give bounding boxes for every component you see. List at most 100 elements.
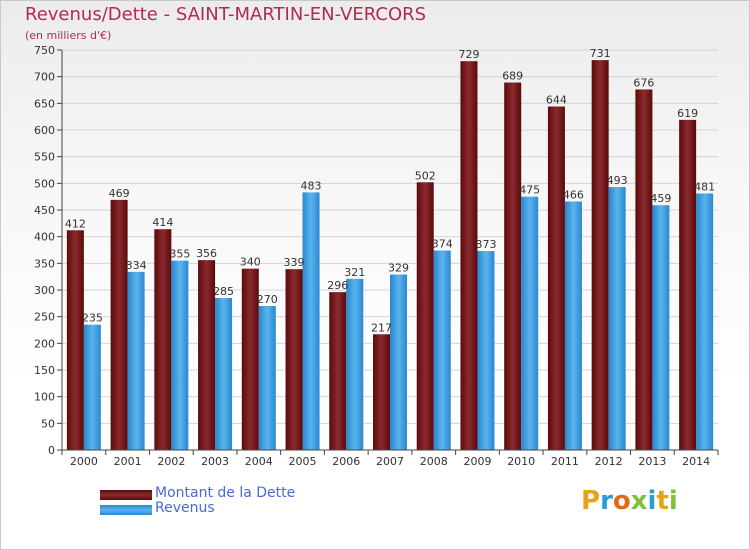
y-tick-label: 700 bbox=[34, 71, 55, 84]
data-label-revenus: 483 bbox=[301, 179, 322, 192]
data-label-debt: 469 bbox=[109, 187, 130, 200]
data-label-debt: 356 bbox=[196, 247, 217, 260]
x-tick-label: 2009 bbox=[463, 455, 491, 468]
data-label-debt: 619 bbox=[677, 107, 698, 120]
data-label-debt: 502 bbox=[415, 169, 436, 182]
logo-letter: o bbox=[612, 486, 631, 516]
logo-letter: t bbox=[656, 486, 669, 516]
bar-revenus bbox=[302, 192, 320, 450]
bar-revenus bbox=[83, 324, 101, 450]
bar-debt bbox=[154, 229, 172, 450]
bar-debt bbox=[241, 268, 259, 450]
bar-revenus bbox=[215, 298, 233, 450]
logo-letter: r bbox=[600, 486, 613, 516]
bar-revenus bbox=[433, 250, 451, 450]
data-label-debt: 676 bbox=[633, 76, 654, 89]
bar-revenus bbox=[477, 251, 495, 450]
bar-debt bbox=[110, 199, 128, 450]
bar-revenus bbox=[346, 278, 364, 450]
x-tick-label: 2012 bbox=[595, 455, 623, 468]
data-label-revenus: 334 bbox=[126, 259, 147, 272]
data-label-debt: 412 bbox=[65, 217, 86, 230]
y-tick-label: 600 bbox=[34, 124, 55, 137]
data-label-debt: 689 bbox=[502, 70, 523, 83]
bar-debt bbox=[679, 119, 697, 450]
x-tick-label: 2014 bbox=[682, 455, 710, 468]
legend-label-revenus: Revenus bbox=[155, 500, 215, 516]
y-tick-label: 750 bbox=[34, 44, 55, 57]
y-tick-label: 0 bbox=[48, 444, 55, 457]
data-label-revenus: 373 bbox=[475, 238, 496, 251]
data-label-revenus: 329 bbox=[388, 262, 409, 275]
legend-swatch-revenus bbox=[100, 505, 152, 515]
data-label-debt: 217 bbox=[371, 321, 392, 334]
y-tick-label: 150 bbox=[34, 364, 55, 377]
y-tick-label: 450 bbox=[34, 204, 55, 217]
x-tick-label: 2011 bbox=[551, 455, 579, 468]
y-tick-label: 300 bbox=[34, 284, 55, 297]
data-label-debt: 296 bbox=[327, 279, 348, 292]
bar-debt bbox=[635, 89, 653, 450]
logo-letter: x bbox=[630, 486, 648, 516]
bar-debt bbox=[460, 61, 478, 450]
y-tick-label: 200 bbox=[34, 337, 55, 350]
data-label-revenus: 466 bbox=[563, 188, 584, 201]
data-label-debt: 414 bbox=[152, 216, 173, 229]
data-label-revenus: 459 bbox=[650, 192, 671, 205]
x-tick-label: 2003 bbox=[201, 455, 229, 468]
x-tick-label: 2000 bbox=[70, 455, 98, 468]
bar-revenus bbox=[171, 260, 189, 450]
bar-debt bbox=[329, 292, 347, 450]
y-tick-label: 350 bbox=[34, 257, 55, 270]
legend-label-debt: Montant de la Dette bbox=[155, 485, 296, 501]
y-tick-label: 650 bbox=[34, 97, 55, 110]
data-label-debt: 644 bbox=[546, 94, 567, 107]
data-label-debt: 340 bbox=[240, 256, 261, 269]
data-label-debt: 729 bbox=[458, 48, 479, 61]
logo-letter: i bbox=[668, 486, 678, 516]
bar-revenus bbox=[652, 205, 670, 450]
proxiti-logo: Proxiti bbox=[581, 486, 678, 516]
data-label-revenus: 355 bbox=[169, 248, 190, 261]
bar-revenus bbox=[521, 196, 539, 450]
bar-revenus bbox=[564, 201, 582, 450]
logo-letter: i bbox=[647, 486, 657, 516]
bar-debt bbox=[547, 106, 565, 451]
logo-letter: P bbox=[581, 486, 601, 516]
data-label-revenus: 475 bbox=[519, 184, 540, 197]
x-tick-label: 2005 bbox=[289, 455, 317, 468]
x-tick-label: 2010 bbox=[507, 455, 535, 468]
bar-debt bbox=[66, 230, 84, 450]
y-tick-label: 500 bbox=[34, 177, 55, 190]
x-tick-label: 2004 bbox=[245, 455, 273, 468]
data-label-revenus: 493 bbox=[607, 174, 628, 187]
bar-revenus bbox=[696, 193, 714, 450]
y-tick-label: 100 bbox=[34, 391, 55, 404]
y-tick-label: 250 bbox=[34, 311, 55, 324]
bar-revenus bbox=[390, 274, 407, 450]
y-tick-label: 50 bbox=[41, 417, 55, 430]
bar-debt bbox=[373, 334, 390, 450]
y-tick-label: 550 bbox=[34, 151, 55, 164]
bar-debt bbox=[416, 182, 434, 450]
x-tick-label: 2006 bbox=[332, 455, 360, 468]
bar-revenus bbox=[258, 306, 276, 450]
bar-debt bbox=[285, 269, 303, 450]
x-tick-label: 2007 bbox=[376, 455, 404, 468]
x-tick-label: 2002 bbox=[157, 455, 185, 468]
data-label-revenus: 270 bbox=[257, 293, 278, 306]
data-label-revenus: 481 bbox=[694, 180, 715, 193]
data-label-revenus: 235 bbox=[82, 312, 103, 325]
data-label-revenus: 321 bbox=[344, 266, 365, 279]
legend-swatch-debt bbox=[100, 490, 152, 500]
bar-revenus bbox=[608, 187, 626, 451]
data-label-debt: 731 bbox=[590, 47, 611, 60]
bar-revenus bbox=[127, 271, 145, 450]
data-label-revenus: 374 bbox=[432, 238, 453, 251]
data-label-revenus: 285 bbox=[213, 285, 234, 298]
chart-subtitle: (en milliers d'€) bbox=[25, 29, 112, 42]
x-tick-label: 2001 bbox=[114, 455, 142, 468]
chart-title: Revenus/Dette - SAINT-MARTIN-EN-VERCORS bbox=[25, 4, 427, 25]
data-label-debt: 339 bbox=[284, 256, 305, 269]
